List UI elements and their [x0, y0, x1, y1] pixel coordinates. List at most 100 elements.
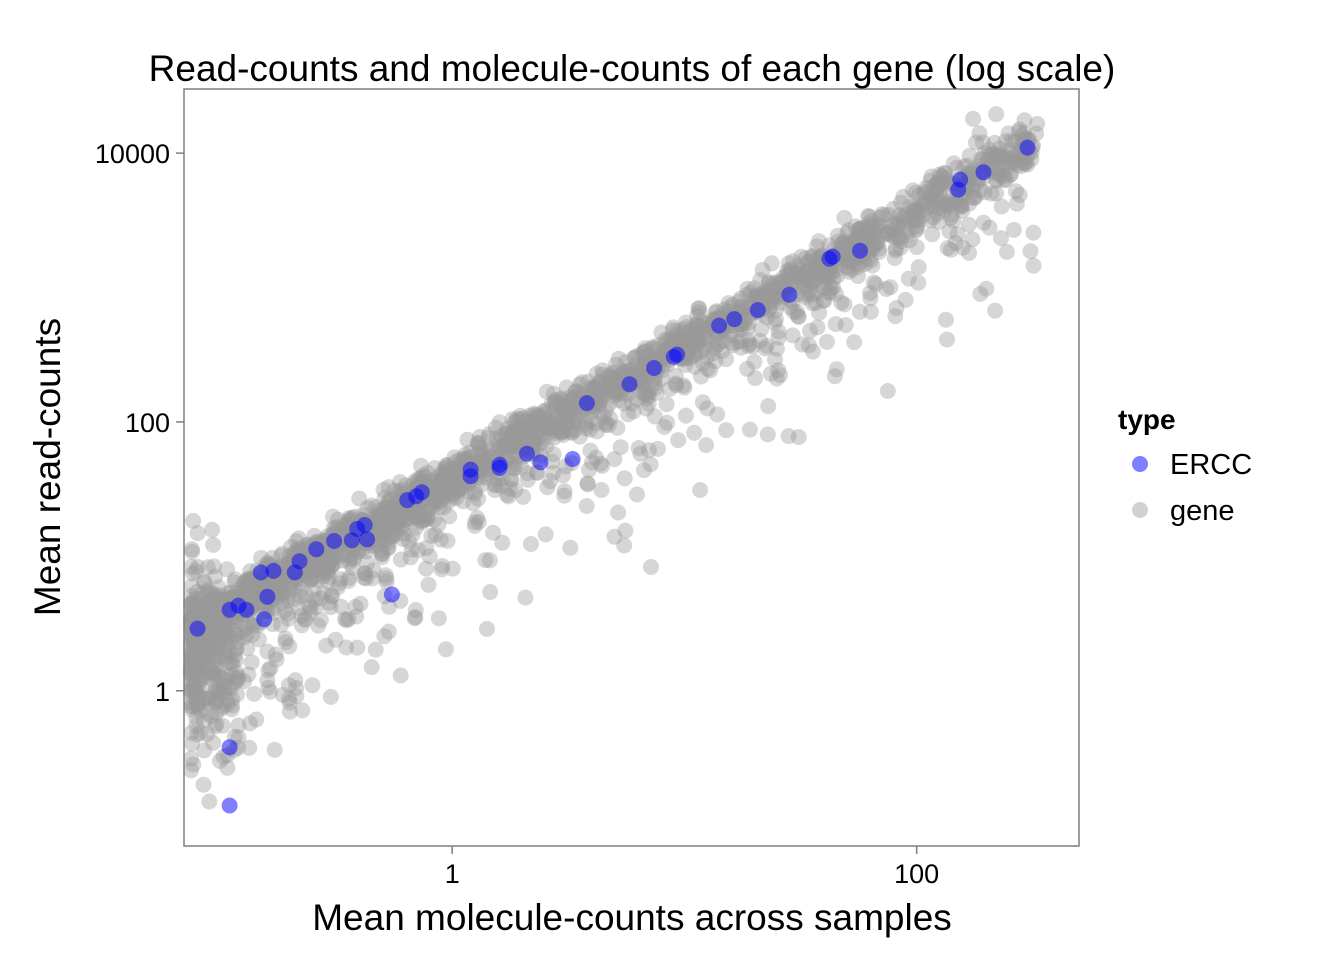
gene-point [307, 591, 324, 608]
gene-point [369, 511, 386, 528]
gene-point [435, 482, 452, 499]
ercc-point [221, 797, 238, 814]
gene-point [887, 240, 904, 257]
gene-point [519, 465, 536, 482]
gene-point [578, 414, 594, 431]
gene-point [922, 212, 939, 229]
gene-point [749, 286, 766, 303]
gene-point [220, 628, 237, 645]
gene-point [291, 584, 308, 601]
gene-point [409, 471, 426, 488]
gene-point [605, 369, 621, 386]
gene-point [862, 285, 879, 301]
gene-point [507, 435, 524, 451]
gene-point [247, 578, 264, 595]
gene-point [879, 383, 896, 399]
gene-point [190, 670, 207, 687]
gene-point [381, 533, 397, 550]
gene-point [535, 420, 552, 437]
gene-point [348, 608, 365, 625]
gene-point [591, 374, 608, 391]
gene-point [506, 431, 523, 448]
gene-point [358, 543, 375, 560]
gene-point [436, 473, 453, 490]
gene-point [862, 290, 879, 307]
gene-point [526, 405, 542, 422]
gene-point [475, 453, 491, 470]
gene-point [906, 200, 923, 217]
gene-point [200, 610, 217, 627]
gene-point [897, 291, 914, 308]
gene-point [596, 385, 613, 402]
gene-point [599, 379, 616, 396]
gene-point [593, 482, 610, 498]
gene-point [431, 478, 448, 495]
gene-point [436, 460, 453, 477]
gene-point [635, 376, 652, 393]
gene-point [888, 216, 905, 233]
gene-point [579, 475, 596, 492]
gene-point [410, 542, 427, 559]
gene-point [557, 399, 574, 416]
gene-point [911, 200, 928, 217]
gene-point [640, 395, 657, 412]
gene-point [597, 381, 614, 398]
gene-point [798, 263, 815, 280]
gene-point [384, 502, 401, 519]
ercc-point [259, 588, 276, 605]
gene-point [517, 433, 534, 450]
gene-point [211, 685, 228, 702]
gene-point [240, 583, 256, 600]
gene-point [413, 469, 430, 486]
gene-point [189, 634, 206, 651]
gene-point [433, 465, 450, 482]
gene-point [608, 383, 625, 400]
gene-point [606, 370, 623, 387]
gene-point [600, 379, 617, 396]
gene-point [221, 643, 238, 660]
gene-point [730, 334, 747, 350]
gene-point [195, 690, 212, 707]
y-tick-label: 1 [155, 677, 170, 707]
gene-point [531, 427, 548, 444]
gene-point [191, 632, 208, 649]
gene-point [607, 383, 624, 400]
gene-point [692, 334, 709, 351]
gene-point [514, 420, 531, 437]
gene-point [965, 182, 981, 199]
gene-point [541, 423, 558, 440]
gene-point [687, 336, 704, 353]
gene-point [238, 620, 255, 636]
gene-point [183, 666, 200, 683]
gene-point [782, 261, 799, 278]
gene-point [937, 165, 954, 181]
gene-point [304, 677, 321, 694]
gene-point [862, 216, 879, 233]
gene-point [686, 322, 703, 339]
gene-point [418, 507, 435, 524]
gene-point [217, 630, 234, 647]
gene-point [470, 514, 487, 530]
gene-point [189, 605, 206, 622]
gene-point [376, 506, 393, 523]
gene-point [521, 407, 538, 424]
gene-point [790, 257, 806, 274]
gene-point [472, 439, 489, 456]
gene-point [199, 726, 216, 743]
gene-point [695, 355, 712, 372]
gene-point [185, 664, 202, 681]
gene-point [183, 635, 199, 652]
gene-point [972, 285, 989, 302]
gene-point [407, 609, 424, 626]
gene-point [187, 640, 204, 657]
gene-point [320, 560, 337, 577]
gene-point [965, 110, 982, 127]
gene-point [201, 690, 218, 706]
gene-point [874, 206, 891, 223]
gene-point [247, 577, 264, 593]
gene-point [707, 304, 724, 321]
gene-point [501, 439, 518, 456]
gene-point [238, 626, 255, 643]
gene-point [424, 474, 440, 491]
gene-point [208, 591, 225, 608]
